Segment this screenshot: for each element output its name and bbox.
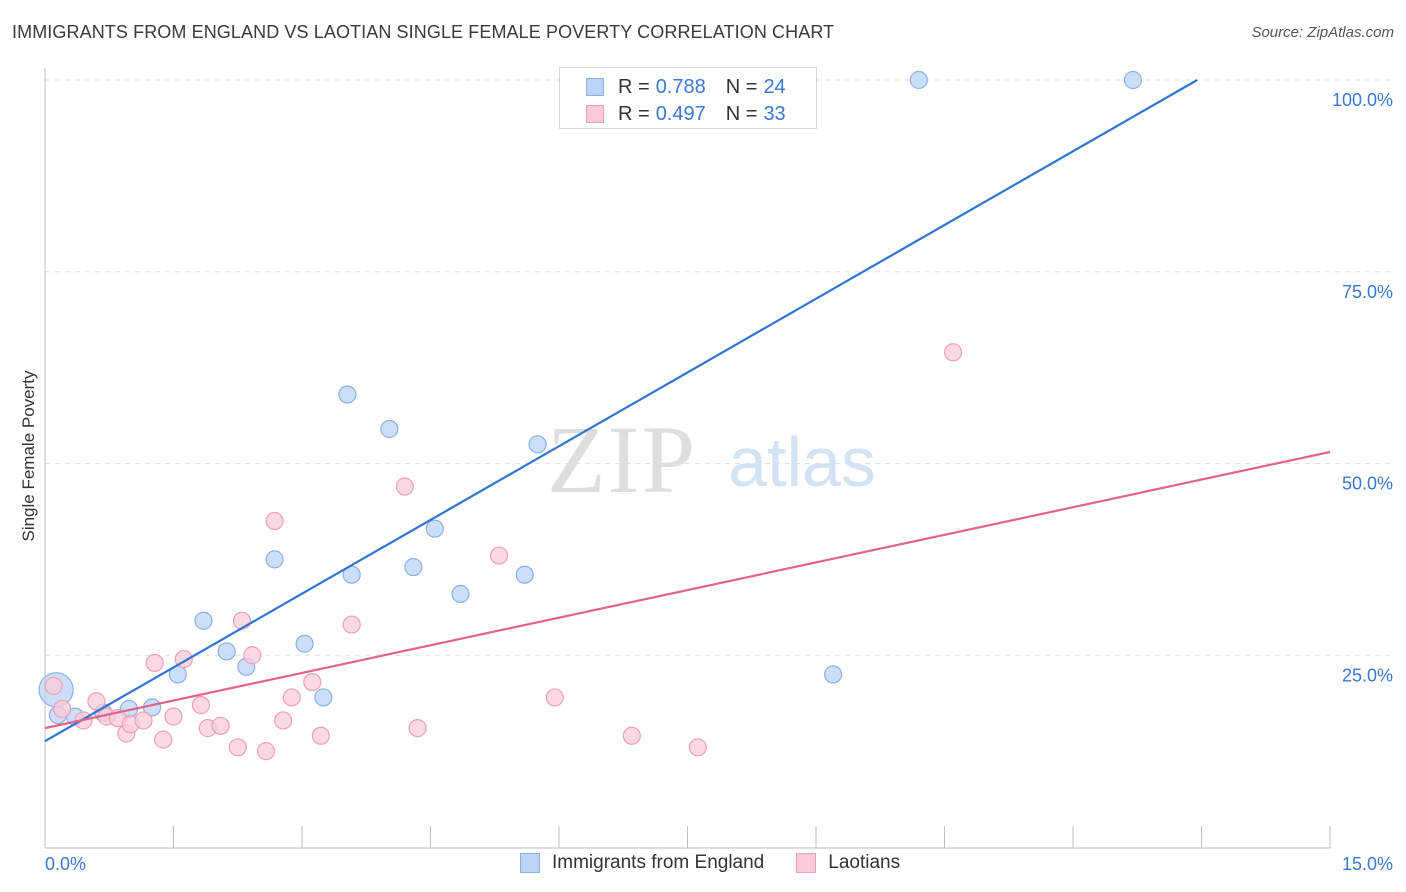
legend-r-label: R =: [618, 75, 650, 98]
source-credit: Source: ZipAtlas.com: [1251, 24, 1394, 41]
laotians-point: [395, 477, 414, 496]
legend-r-value-laotians: 0.497: [655, 102, 706, 125]
laotians-point: [256, 742, 276, 761]
laotians-point: [87, 692, 106, 711]
chart-title: IMMIGRANTS FROM ENGLAND VS LAOTIAN SINGL…: [12, 22, 835, 42]
legend-item-england[interactable]: Immigrants from England: [520, 852, 764, 874]
legend-label-england: Immigrants from England: [552, 852, 765, 873]
laotians-point: [303, 672, 322, 692]
england-point: [451, 584, 470, 603]
axis-layer: [44, 68, 1331, 849]
england-point: [528, 435, 547, 454]
legend-n-value-laotians: 33: [763, 102, 786, 125]
laotians-point: [53, 699, 72, 719]
legend-item-laotians[interactable]: Laotians: [796, 852, 900, 874]
laotians-point: [311, 726, 330, 745]
laotians-point: [134, 711, 153, 730]
legend-swatch-england: [520, 853, 540, 873]
y-tick-label: 50.0%: [1342, 474, 1393, 494]
england-point: [515, 565, 534, 584]
watermark-zip: ZIP: [547, 406, 697, 513]
y-tick-label: 75.0%: [1342, 282, 1393, 302]
legend-n-value-england: 24: [763, 75, 786, 98]
england-trendline: [44, 79, 1198, 743]
laotians-point: [44, 676, 63, 696]
watermark: ZIP atlas: [547, 406, 876, 513]
x-tick-label: 0.0%: [45, 854, 86, 874]
laotians-point: [943, 343, 963, 362]
laotians-point: [265, 511, 284, 531]
labels-layer: 25.0% 50.0% 75.0% 100.0% 0.0% 15.0% Single Fem…: [19, 90, 1393, 874]
watermark-atlas: atlas: [728, 423, 876, 501]
laotians-point: [342, 615, 361, 634]
england-point: [404, 557, 423, 577]
england-point: [217, 642, 236, 661]
legend-label-laotians: Laotians: [828, 852, 901, 873]
laotians-point: [232, 611, 252, 630]
england-point: [265, 550, 284, 569]
points-layer: [38, 70, 1143, 761]
legend-row-england: R = 0.788 N = 24: [586, 75, 786, 99]
y-axis-title: Single Female Poverty: [19, 370, 38, 542]
england-point: [425, 519, 444, 538]
stats-legend: R = 0.788 N = 24 R = 0.497 N = 33: [559, 67, 817, 129]
y-tick-label: 25.0%: [1342, 665, 1393, 685]
laotians-point: [164, 707, 183, 726]
england-point: [194, 611, 213, 630]
x-tick-label: 15.0%: [1342, 854, 1393, 874]
trend-layer: [44, 79, 1331, 743]
series-legend: Immigrants from England Laotians: [520, 852, 932, 874]
laotians-point: [191, 696, 211, 715]
laotians-point: [274, 711, 293, 730]
y-tick-label: 100.0%: [1332, 90, 1393, 110]
legend-swatch-laotians: [586, 105, 604, 123]
laotians-point: [545, 688, 564, 707]
england-point: [1123, 70, 1143, 90]
laotians-trendline: [44, 450, 1331, 730]
laotians-point: [282, 688, 301, 707]
england-point: [380, 419, 399, 439]
laotians-point: [622, 726, 641, 745]
legend-row-laotians: R = 0.497 N = 33: [586, 102, 786, 126]
grid-layer: [45, 79, 1395, 656]
laotians-point: [154, 730, 173, 749]
laotians-point: [228, 738, 247, 757]
laotians-point: [145, 653, 164, 673]
england-point: [909, 70, 928, 90]
legend-n-label: N =: [725, 102, 758, 125]
legend-r-value-england: 0.788: [655, 75, 706, 98]
legend-swatch-england: [586, 78, 604, 96]
laotians-point: [489, 546, 509, 565]
legend-r-label: R =: [618, 102, 650, 125]
laotians-point: [211, 716, 230, 735]
england-point: [338, 385, 357, 404]
england-point: [314, 688, 333, 707]
laotians-point: [688, 738, 707, 757]
england-point: [295, 634, 314, 653]
legend-n-label: N =: [725, 75, 758, 98]
laotians-point: [408, 719, 427, 738]
england-point: [824, 665, 843, 684]
laotians-point: [243, 646, 262, 665]
legend-swatch-laotians: [796, 853, 817, 873]
